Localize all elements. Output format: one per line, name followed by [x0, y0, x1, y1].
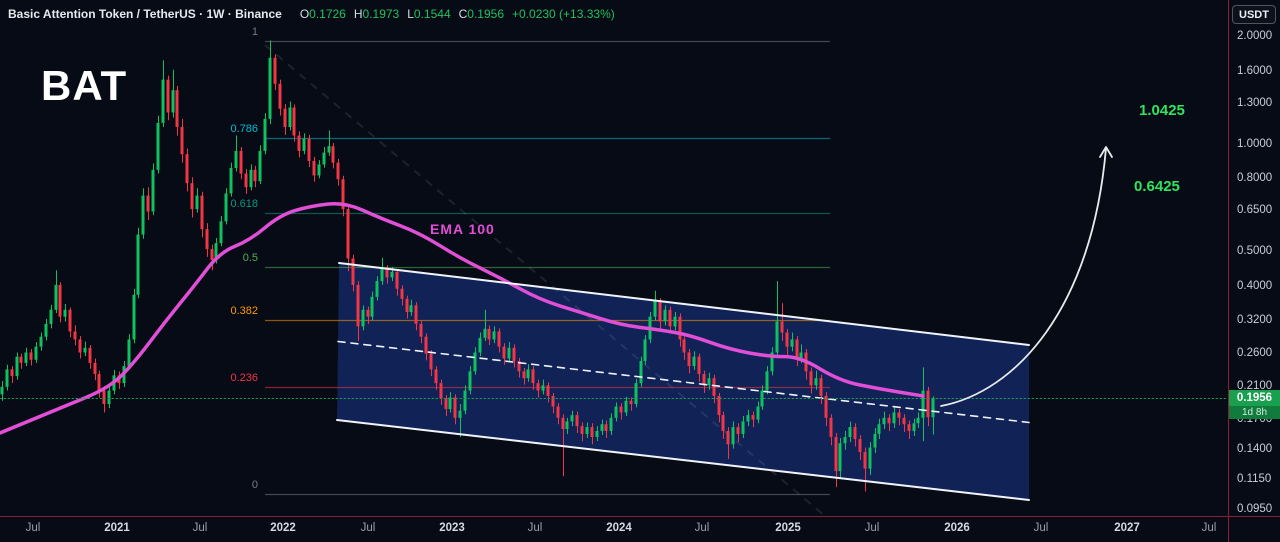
high-value: 0.1973	[362, 7, 400, 21]
price-tick-label: 0.5000	[1237, 245, 1273, 258]
close-label: C	[458, 7, 468, 21]
time-tick-label: Jul	[25, 522, 41, 534]
pane-bottom-border	[0, 516, 1280, 517]
price-tick-label: 0.8000	[1237, 172, 1273, 185]
open-value: 0.1726	[309, 7, 346, 21]
fib-level-label: 0.236	[230, 371, 258, 384]
fib-level-label: 0	[251, 478, 258, 491]
low-label: L	[407, 7, 414, 21]
currency-toggle-button[interactable]: USDT	[1232, 5, 1276, 24]
time-axis[interactable]: Jul 2021 Jul 2022 Jul 2023 Jul 2024 Jul 2025 Jul 20…	[0, 517, 1280, 542]
close-value: 0.1956	[467, 7, 504, 21]
price-tick-label: 0.2600	[1237, 346, 1273, 359]
price-tick-label: 1.6000	[1237, 64, 1273, 77]
time-tick-label: 2024	[606, 522, 632, 534]
price-axis[interactable]: USDT 2.0000 1.6000 1.3000 1.0000 0.8000 0.650…	[1229, 0, 1280, 516]
price-tick-label: 0.4000	[1237, 279, 1273, 292]
price-target-upper: 1.0425	[1139, 102, 1185, 119]
time-tick-label: Jul	[360, 522, 376, 534]
time-tick-label: Jul	[192, 522, 208, 534]
price-tick-label: 0.3200	[1237, 314, 1273, 327]
time-tick-label: 2027	[1114, 522, 1140, 534]
time-tick-label: Jul	[1033, 522, 1049, 534]
symbol-info-bar: Basic Attention Token / TetherUS · 1W · …	[8, 7, 615, 21]
time-tick-label: 2022	[270, 522, 296, 534]
fib-level-label: 0.618	[230, 198, 258, 211]
price-tick-label: 1.3000	[1237, 96, 1273, 109]
price-target-lower: 0.6425	[1134, 178, 1180, 195]
time-tick-label: Jul	[864, 522, 880, 534]
price-tick-label: 0.2100	[1237, 379, 1273, 392]
ema-indicator-label: EMA 100	[430, 221, 495, 237]
time-tick-label: 2026	[944, 522, 970, 534]
fib-level-label: 0.5	[242, 252, 258, 265]
high-label: H	[353, 7, 363, 21]
price-tick-label: 1.0000	[1237, 137, 1273, 150]
fib-level-label: 1	[251, 25, 258, 38]
price-tick-label: 2.0000	[1237, 30, 1273, 43]
pane-right-border	[1228, 0, 1229, 542]
time-tick-label: Jul	[527, 522, 543, 534]
candle-countdown: 1d 8h	[1229, 406, 1280, 419]
time-tick-label: 2023	[439, 522, 465, 534]
time-tick-label: 2021	[104, 522, 130, 534]
symbol-watermark: BAT	[41, 62, 128, 109]
price-tick-label: 0.0950	[1237, 502, 1273, 515]
time-tick-label: Jul	[694, 522, 710, 534]
change-value: +0.0230 (+13.33%)	[512, 7, 615, 21]
low-value: 0.1544	[413, 7, 451, 21]
time-tick-label: 2025	[775, 522, 801, 534]
open-label: O	[299, 7, 310, 21]
symbol-title[interactable]: Basic Attention Token / TetherUS · 1W · …	[8, 7, 282, 21]
price-tick-label: 0.1150	[1237, 473, 1272, 486]
price-tick-label: 0.1400	[1237, 442, 1273, 455]
fib-level-label: 0.382	[230, 305, 258, 318]
price-tick-label: 0.6500	[1237, 204, 1273, 217]
time-tick-label: Jul	[1201, 522, 1217, 534]
fib-level-label: 0.786	[230, 123, 258, 136]
last-price-label: 0.1956	[1229, 390, 1280, 406]
